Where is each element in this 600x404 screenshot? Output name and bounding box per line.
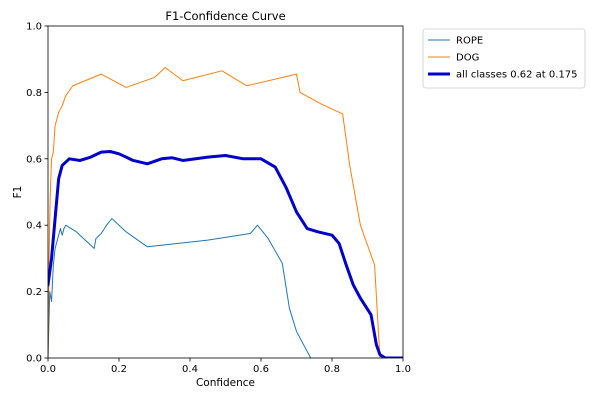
series-line-rope: [48, 218, 312, 358]
legend-box: [422, 28, 586, 89]
x-tick-label: 0.0: [40, 364, 56, 375]
legend-label: ROPE: [456, 36, 483, 47]
x-tick-label: 0.8: [324, 364, 340, 375]
plot-frame: [47, 25, 404, 359]
axes: 0.0 0.2 0.4 0.6 0.8 1.0 0.0 0.2 0.4 0.6 0.8 1.0: [26, 22, 411, 376]
x-tick-label: 0.2: [111, 364, 127, 375]
series-line-all-classes-0-62-at-0-175: [48, 150, 403, 358]
y-tick-label: 0.0: [26, 354, 42, 365]
plot-area: [48, 67, 403, 358]
y-axis-label: F1: [12, 186, 24, 199]
y-tick-label: 0.2: [26, 287, 42, 298]
chart-title: F1-Confidence Curve: [165, 9, 285, 23]
y-tick-label: 0.4: [26, 221, 42, 232]
y-tick-label: 0.8: [26, 88, 42, 99]
series-group: [48, 67, 403, 358]
x-tick-label: 1.0: [395, 364, 411, 375]
y-tick-label: 1.0: [26, 22, 42, 33]
y-tick-label: 0.6: [26, 154, 42, 165]
x-tick-label: 0.4: [182, 364, 198, 375]
x-axis-label: Confidence: [196, 377, 255, 389]
x-tick-label: 0.6: [253, 364, 269, 375]
legend-label: all classes 0.62 at 0.175: [456, 70, 578, 81]
legend: ROPE DOG all classes 0.62 at 0.175: [422, 28, 586, 89]
legend-label: DOG: [456, 53, 479, 64]
series-line-dog: [48, 67, 381, 358]
